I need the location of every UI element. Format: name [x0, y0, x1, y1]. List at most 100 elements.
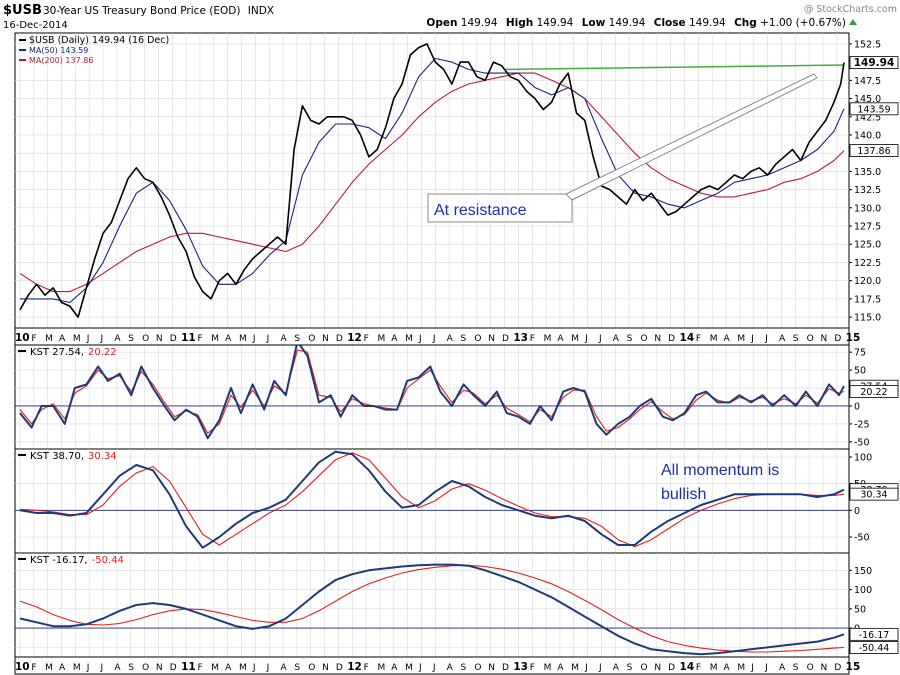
last-value-box [849, 641, 899, 654]
x-month-label: A [114, 663, 121, 673]
x-month-label: F [696, 334, 701, 344]
x-year-label: 15 [846, 661, 861, 673]
x-month-label: J [750, 334, 754, 344]
x-month-label: S [461, 663, 467, 673]
resistance-line [505, 64, 845, 71]
x-month-label: D [170, 334, 177, 344]
x-year-label: 11 [181, 332, 196, 344]
x-month-label: S [294, 334, 300, 344]
x-month-label: F [31, 334, 36, 344]
last-value-label: 149.94 [854, 57, 895, 69]
last-value-box [849, 487, 899, 501]
x-year-label: 13 [513, 661, 528, 673]
y-tick-label: 125.0 [854, 240, 881, 251]
y-tick-label: 50 [854, 366, 866, 377]
x-year-label: 14 [680, 661, 695, 673]
x-month-label: A [613, 663, 620, 673]
x-month-label: J [750, 663, 754, 673]
panel-frame [14, 32, 850, 329]
y-tick-label: 130.0 [854, 203, 881, 214]
x-month-label: N [654, 663, 661, 673]
y-tick-label: 135.0 [854, 167, 881, 178]
series-ma50-line [20, 57, 845, 304]
legend-entry: $USB (Daily) 149.94 (16 Dec) [29, 35, 169, 46]
x-month-label: J [584, 663, 588, 673]
x-month-label: J [598, 663, 602, 673]
x-month-label: M [737, 334, 745, 344]
x-month-label: A [59, 663, 66, 673]
panel-kst_short: -50-250255075KST 27.54,20.2227.5420.22 [14, 340, 899, 450]
x-year-label: 11 [181, 661, 196, 673]
legend-entry: MA(50) 143.59 [29, 46, 88, 55]
chart-title-text: 30-Year US Treasury Bond Price (EOD) [43, 5, 240, 17]
x-month-label: A [724, 334, 731, 344]
x-month-label: N [820, 663, 827, 673]
x-year-label: 14 [680, 332, 695, 344]
x-month-label: M [45, 663, 53, 673]
x-month-label: D [502, 663, 509, 673]
x-month-label: M [405, 334, 413, 344]
x-month-label: J [266, 663, 270, 673]
y-tick-label: 132.5 [854, 185, 881, 196]
series-kst-line [19, 340, 845, 440]
x-month-label: S [627, 663, 633, 673]
x-month-label: M [571, 334, 579, 344]
low-value: 149.94 [609, 17, 646, 29]
panel-frame [14, 448, 850, 554]
series-price-line [19, 43, 845, 318]
series-kst-line [19, 563, 845, 656]
x-axis-row-0: 10 F M A M J J A S O N D 11 F M A M J J A S O N D 12 F M A M J J A S O N D 1… [14, 327, 860, 346]
x-month-label: A [557, 663, 564, 673]
x-month-label: D [502, 334, 509, 344]
x-month-label: M [737, 663, 745, 673]
x-month-label: M [544, 334, 552, 344]
x-month-label: J [252, 334, 256, 344]
panel-kst_long: -50050100150KST -16.17,-50.44-16.17-50.4… [14, 552, 899, 658]
y-tick-label: 120.0 [854, 276, 881, 287]
watermark: @ StockCharts.com [804, 4, 897, 15]
x-axis-frame [14, 656, 850, 675]
x-month-label: M [45, 334, 53, 344]
y-tick-label: 115.0 [854, 313, 881, 324]
legend-entry: KST -16.17, -50.44 [30, 555, 124, 566]
legend-kst: KST -16.17, [30, 555, 88, 566]
series-signal-line [19, 452, 845, 548]
x-month-label: A [779, 663, 786, 673]
x-month-label: J [252, 663, 256, 673]
open-value: 149.94 [461, 17, 498, 29]
last-value-label: 30.34 [860, 490, 887, 501]
legend-entry: KST 38.70, 30.34 [30, 451, 117, 462]
x-month-label: A [225, 334, 232, 344]
x-month-label: J [266, 334, 270, 344]
panel-price: 115.0 117.5 120.0 122.5 125.0 127.5 130.0 132.5… [14, 32, 899, 329]
x-month-label: F [364, 334, 369, 344]
y-tick-label: 150 [854, 566, 872, 577]
last-value-label: -16.17 [859, 630, 890, 641]
x-month-label: N [156, 663, 163, 673]
panels: 115.0 117.5 120.0 122.5 125.0 127.5 130.0 132.5… [14, 32, 899, 675]
x-month-label: M [239, 334, 247, 344]
legend-kst: KST 38.70, [30, 451, 84, 462]
high-label: High [506, 17, 533, 29]
momentum-annotation-line2: bullish [661, 486, 706, 503]
y-tick-label: 0 [854, 401, 860, 412]
last-value-box [849, 144, 899, 157]
x-month-label: J [100, 334, 104, 344]
x-month-label: J [100, 663, 104, 673]
x-month-label: O [640, 334, 647, 344]
x-month-label: A [447, 334, 454, 344]
momentum-annotation-line1: All momentum is [661, 462, 779, 479]
x-month-label: J [598, 334, 602, 344]
x-month-label: N [654, 334, 661, 344]
x-month-label: J [764, 663, 768, 673]
x-month-label: A [557, 334, 564, 344]
series-signal-line [19, 564, 845, 653]
quote-line: Open 149.94 High 149.94 Low 149.94 Close… [426, 17, 846, 29]
x-month-label: M [710, 334, 718, 344]
y-tick-label: -50 [854, 533, 870, 544]
x-month-label: O [807, 663, 814, 673]
x-month-label: F [530, 334, 535, 344]
x-month-label: N [322, 663, 329, 673]
x-month-label: S [128, 334, 134, 344]
